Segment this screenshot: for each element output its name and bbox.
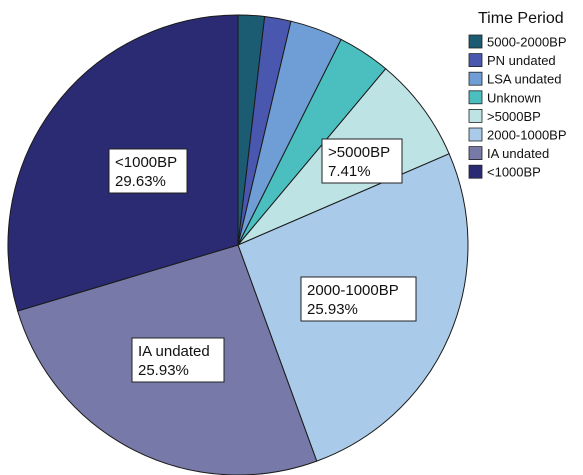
legend-label-5000-2000bp: 5000-2000BP bbox=[487, 35, 567, 50]
legend: Time Period 5000-2000BP PN undated LSA und… bbox=[468, 10, 567, 180]
legend-swatch-2000-1000bp bbox=[468, 127, 483, 142]
legend-label-ia-undated: IA undated bbox=[487, 146, 549, 161]
legend-label-5000bp: >5000BP bbox=[487, 109, 541, 124]
slice-label-value: 25.93% bbox=[138, 362, 189, 379]
slice-label-box bbox=[321, 138, 403, 184]
slice-label-box bbox=[108, 148, 188, 194]
slice-label-2000-1000bp: 2000-1000BP 25.93% bbox=[300, 276, 417, 322]
slice-label-name: IA undated bbox=[138, 343, 210, 360]
slice-label-5000bp: >5000BP 7.41% bbox=[321, 138, 403, 184]
legend-swatch-lsa-undated bbox=[468, 71, 483, 86]
legend-label-2000-1000bp: 2000-1000BP bbox=[487, 128, 567, 143]
slice-label-1000bp: <1000BP 29.63% bbox=[108, 148, 188, 194]
slice-labels: >5000BP 7.41% 2000-1000BP 25.93% IA undated 2… bbox=[108, 138, 417, 383]
legend-swatch-5000-2000bp bbox=[468, 34, 483, 49]
pie-slices bbox=[7, 14, 469, 475]
legend-label-lsa-undated: LSA undated bbox=[487, 72, 561, 87]
legend-swatch-1000bp bbox=[468, 164, 483, 179]
slice-label-box bbox=[131, 337, 225, 383]
legend-title: Time Period bbox=[478, 10, 564, 27]
legend-label-unknown: Unknown bbox=[487, 90, 541, 105]
legend-swatch-pn-undated bbox=[468, 53, 483, 67]
legend-swatch-ia-undated bbox=[468, 146, 483, 161]
legend-label-pn-undated: PN undated bbox=[487, 53, 556, 68]
legend-swatch-5000bp bbox=[468, 109, 483, 123]
slice-label-ia-undated: IA undated 25.93% bbox=[131, 337, 225, 383]
slice-label-value: 29.63% bbox=[115, 173, 166, 190]
legend-label-1000bp: <1000BP bbox=[487, 165, 541, 180]
legend-items: 5000-2000BP PN undated LSA undated Unknown >… bbox=[468, 34, 567, 180]
slice-label-value: 7.41% bbox=[328, 163, 371, 180]
slice-label-value: 25.93% bbox=[307, 301, 358, 318]
legend-swatch-unknown bbox=[468, 90, 483, 105]
slice-label-name: <1000BP bbox=[115, 154, 177, 171]
slice-label-name: 2000-1000BP bbox=[307, 282, 399, 299]
slice-label-box bbox=[300, 276, 417, 322]
slice-label-name: >5000BP bbox=[328, 144, 390, 161]
